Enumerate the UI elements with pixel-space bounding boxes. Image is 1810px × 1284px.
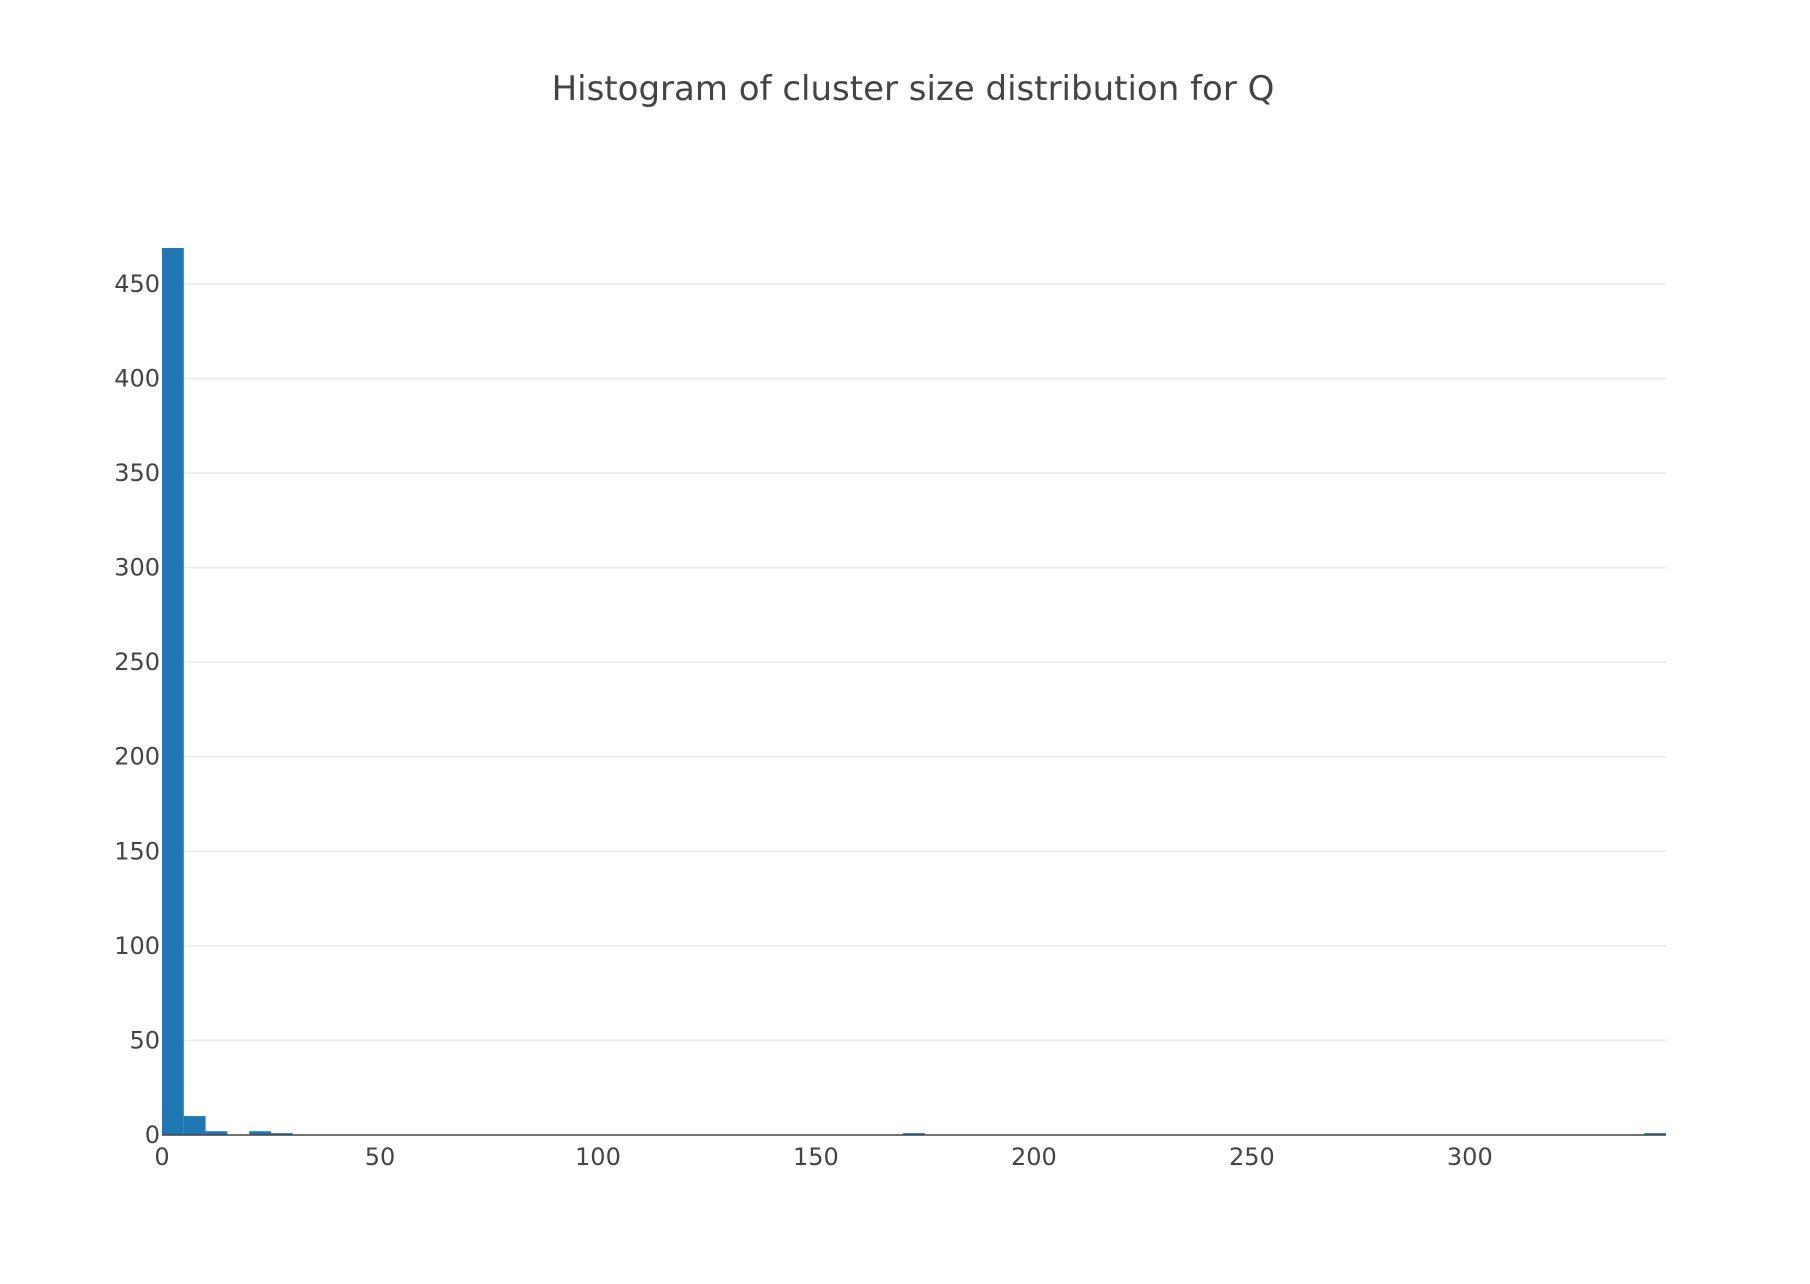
- histogram-bar: [205, 1131, 228, 1135]
- x-axis-ticks: 0 50 100 150 200 250 300: [154, 1143, 1492, 1171]
- x-tick-label: 100: [575, 1143, 621, 1171]
- chart-title: Histogram of cluster size distribution f…: [552, 69, 1275, 109]
- y-tick-label: 100: [114, 932, 160, 960]
- y-tick-label: 350: [114, 459, 160, 487]
- bars: [162, 248, 1666, 1135]
- histogram-bar: [249, 1131, 271, 1135]
- x-tick-label: 50: [365, 1143, 396, 1171]
- y-tick-label: 50: [129, 1026, 160, 1054]
- y-tick-label: 250: [114, 648, 160, 676]
- histogram-bar: [183, 1116, 206, 1135]
- x-tick-label: 200: [1011, 1143, 1057, 1171]
- y-axis-ticks: 0 50 100 150 200 250 300 350 400 450: [114, 270, 160, 1149]
- y-tick-label: 150: [114, 837, 160, 865]
- x-tick-label: 0: [154, 1143, 169, 1171]
- y-tick-label: 300: [114, 554, 160, 582]
- histogram-bar: [270, 1133, 293, 1135]
- histogram-bar: [903, 1133, 925, 1135]
- y-tick-label: 400: [114, 364, 160, 392]
- histogram-bar: [1644, 1133, 1666, 1135]
- y-tick-label: 200: [114, 743, 160, 771]
- y-tick-label: 450: [114, 270, 160, 298]
- y-tick-label: 0: [145, 1121, 160, 1149]
- x-tick-label: 150: [793, 1143, 839, 1171]
- x-tick-label: 300: [1447, 1143, 1493, 1171]
- histogram-bar: [162, 248, 184, 1135]
- gridlines: [162, 283, 1666, 1042]
- x-tick-label: 250: [1229, 1143, 1275, 1171]
